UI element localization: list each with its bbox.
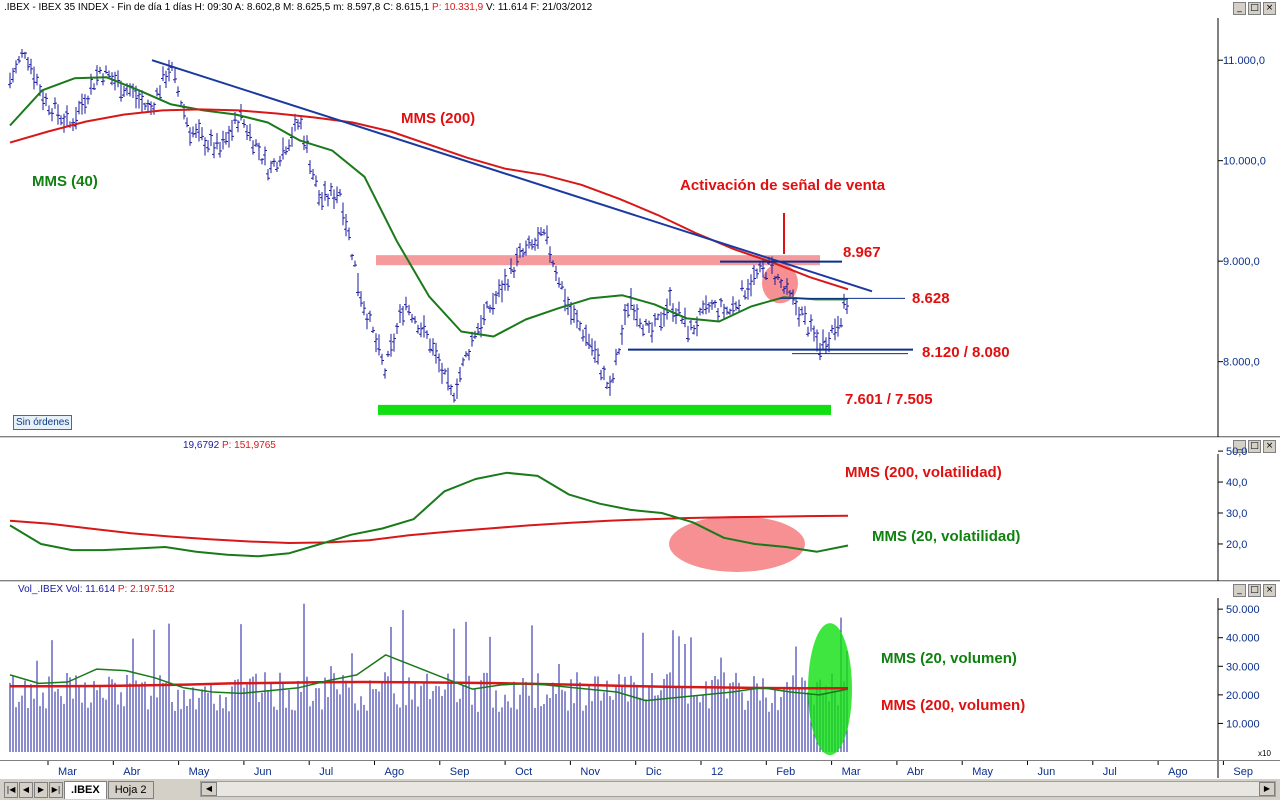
scroll-right-arrow-icon[interactable]: ▶ [1259,782,1275,796]
volume-annotation-0: MMS (20, volumen) [881,650,1017,667]
volume-annotation-1: MMS (200, volumen) [881,697,1025,714]
x-tick-label: Mar [58,766,77,778]
y-tick-label: 9.000,0 [1223,256,1260,268]
x-tick-label: Dic [646,766,662,778]
annotation-1: MMS (40) [32,173,98,190]
annotation-2: Activación de señal de venta [680,177,886,194]
vol-y-tick-label: 30,0 [1226,508,1247,520]
x-tick-label: Sep [450,766,470,778]
volume-window-buttons: _ □ × [1233,584,1276,597]
x-tick-label: 12 [711,766,723,778]
prev-sheet-button[interactable]: ◀ [19,781,33,798]
volatility-header-value: 19,6792 [183,440,220,451]
x-tick-label: Ago [1168,766,1188,778]
annotation-4: 8.628 [912,290,950,307]
close-button[interactable]: × [1263,2,1276,15]
vol-mms200-line [9,514,849,544]
volatility-pane: 19,6792 P: 151,9765 _ □ × 20,0 30,0 40,0 50… [0,438,1280,581]
annotation-3: 8.967 [843,244,881,261]
price-header-p: P: 10.331,9 [432,2,484,13]
maximize-button[interactable]: □ [1248,584,1261,597]
volume-bars [9,603,848,752]
x-tick-label: Abr [907,766,924,778]
x-tick-label: Oct [515,766,532,778]
volume-header: Vol_.IBEX Vol: 11.614 P: 2.197.512 [18,583,175,599]
volume-mms200-line [10,680,848,690]
volatility-highlight [669,515,805,572]
maximize-button[interactable]: □ [1248,440,1261,453]
vol-y-tick-label: 50,0 [1226,446,1247,458]
y-tick-label: 10.000,0 [1223,156,1266,168]
orders-badge[interactable]: Sin órdenes [13,415,73,430]
annotation-6: 7.601 / 7.505 [845,391,933,408]
annotation-5: 8.120 / 8.080 [922,344,1010,361]
x-axis-strip: Mar Abr May Jun Jul Ago Sep Oct Nov Dic 12 Feb Mar Ab… [0,760,1280,779]
tab-ibex[interactable]: .IBEX [64,780,107,799]
horizontal-scrollbar[interactable]: ◀ ▶ [200,781,1276,797]
vol-y-tick-label: 20,0 [1226,539,1247,551]
x-tick-label: May [189,766,210,778]
close-button[interactable]: × [1263,440,1276,453]
annotation-0: MMS (200) [401,110,475,127]
price-header: .IBEX - IBEX 35 INDEX - Fin de día 1 día… [4,1,592,17]
x-tick-label: Feb [776,766,795,778]
y-tick-label: 8.000,0 [1223,357,1260,369]
volatility-header: 19,6792 P: 151,9765 [183,439,276,455]
volume-multiplier-label: x10 [1258,749,1271,758]
x-tick-label: Jul [1103,766,1117,778]
price-pane-bottom-spacer [0,430,8,436]
volatility-header-p: P: 151,9765 [221,440,276,451]
x-tick-label: Abr [123,766,140,778]
x-axis-svg: Mar Abr May Jun Jul Ago Sep Oct Nov Dic 12 Feb Mar Ab… [47,761,1253,779]
volume-header-p: P: 2.197.512 [117,584,175,595]
next-sheet-button[interactable]: ▶ [34,781,48,798]
volume-y-tick-label: 20.000 [1226,690,1260,702]
vol-annotation-1: MMS (20, volatilidad) [872,528,1020,545]
support-zone [378,404,831,415]
downtrend-line [151,59,873,293]
volume-header-name: Vol_.IBEX Vol: 11.614 [18,584,116,595]
x-tick-label: Jun [1038,766,1056,778]
volume-pane: Vol_.IBEX Vol: 11.614 P: 2.197.512 _ □ ×… [0,582,1280,760]
close-button[interactable]: × [1263,584,1276,597]
x-tick-label: Ago [385,766,405,778]
volatility-chart-svg: 20,0 30,0 40,0 50,0 MMS (200, volatilidad) MM… [9,446,1247,581]
signal-circle [762,263,798,304]
volume-y-tick-label: 30.000 [1226,661,1260,673]
x-tick-label: Mar [842,766,861,778]
x-tick-label: Jun [254,766,272,778]
vol-y-tick-label: 40,0 [1226,477,1247,489]
y-tick-label: 11.000,0 [1223,55,1265,67]
x-tick-label: May [972,766,993,778]
volume-y-tick-label: 10.000 [1226,718,1260,730]
minimize-button[interactable]: _ [1233,584,1246,597]
price-header-suffix: V: 11.614 F: 21/03/2012 [485,2,593,13]
x-tick-label: Jul [319,766,333,778]
volume-mms20-line [9,654,849,702]
price-pane: .IBEX - IBEX 35 INDEX - Fin de día 1 día… [0,0,1280,437]
first-sheet-button[interactable]: |◀ [4,781,18,798]
x-tick-label: Sep [1233,766,1253,778]
minimize-button[interactable]: _ [1233,440,1246,453]
volume-y-tick-label: 50.000 [1226,604,1260,616]
minimize-button[interactable]: _ [1233,2,1246,15]
price-header-text: .IBEX - IBEX 35 INDEX - Fin de día 1 día… [4,2,430,13]
tab-hoja-2[interactable]: Hoja 2 [107,780,154,799]
x-tick-label: Nov [580,766,600,778]
maximize-button[interactable]: □ [1248,2,1261,15]
scroll-left-arrow-icon[interactable]: ◀ [201,782,217,796]
resistance-zone [376,255,820,266]
volume-chart-svg: 10.000 20.000 30.000 40.000 50.000 x10 MMS (20… [9,598,1271,760]
vol-annotation-0: MMS (200, volatilidad) [845,464,1002,481]
price-chart-svg: 8.000,0 9.000,0 10.000,0 11.000,0 MMS (200) M… [0,18,1266,437]
vol-mms20-line [9,471,849,558]
volatility-window-buttons: _ □ × [1233,440,1276,453]
volume-y-tick-label: 40.000 [1226,633,1260,645]
mms40-line [9,76,848,338]
price-window-buttons: _ □ × [1233,2,1276,15]
last-sheet-button[interactable]: ▶| [49,781,63,798]
